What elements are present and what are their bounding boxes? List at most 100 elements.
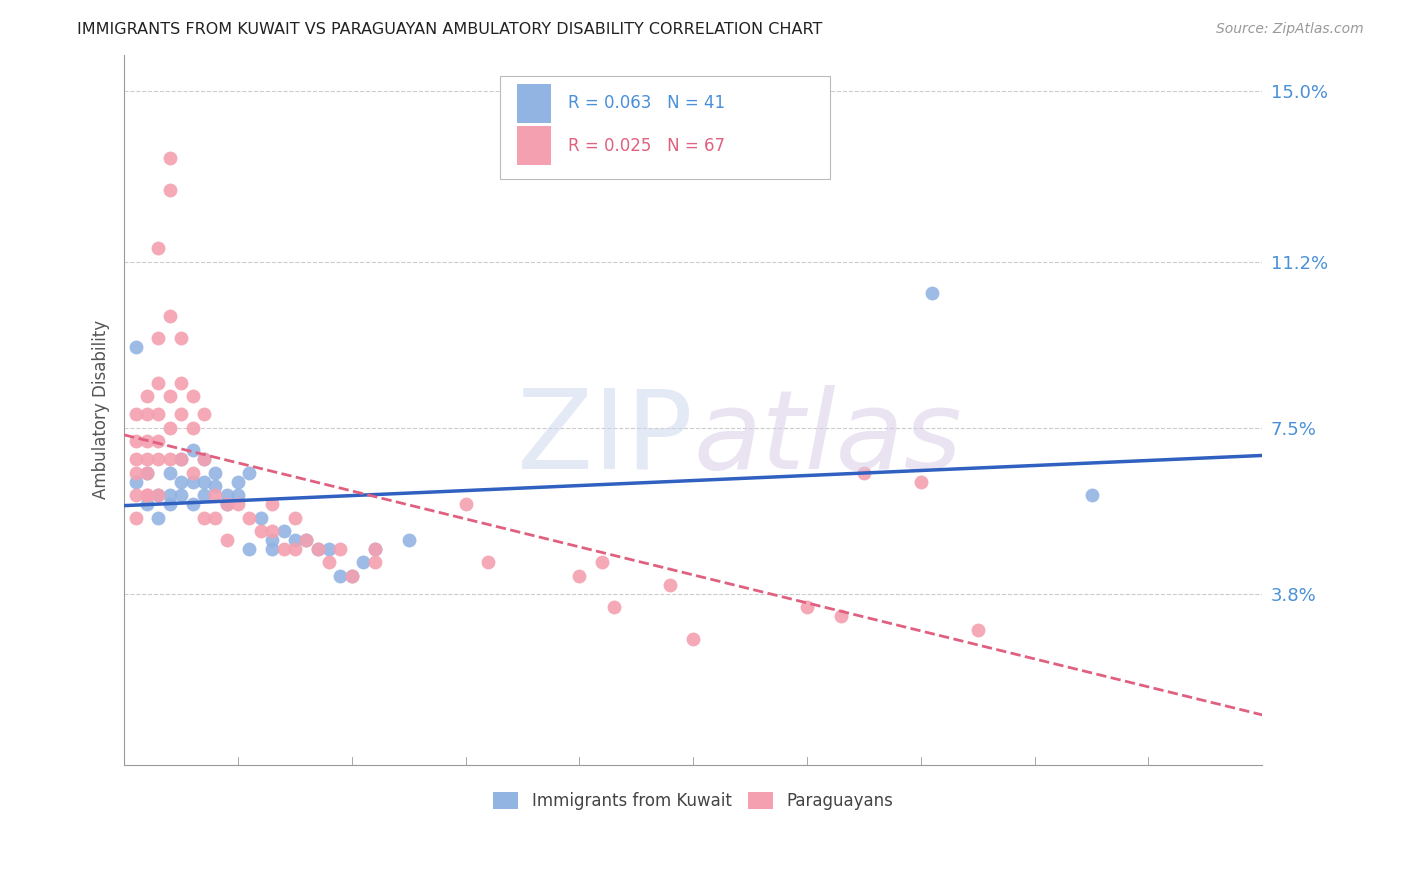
Point <box>159 183 181 197</box>
Point <box>170 475 193 489</box>
Point <box>136 389 159 403</box>
Point <box>796 600 818 615</box>
Point <box>921 286 943 301</box>
Point <box>363 541 385 556</box>
Point <box>910 475 932 489</box>
Point <box>226 475 249 489</box>
Point <box>215 533 238 547</box>
Point <box>262 533 284 547</box>
Point <box>273 524 295 538</box>
Point <box>181 466 204 480</box>
Point <box>136 497 159 511</box>
Point <box>226 488 249 502</box>
Point <box>181 475 204 489</box>
Point <box>124 466 146 480</box>
Point <box>568 569 591 583</box>
Legend: Immigrants from Kuwait, Paraguayans: Immigrants from Kuwait, Paraguayans <box>486 785 900 816</box>
Text: R = 0.025   N = 67: R = 0.025 N = 67 <box>568 136 725 154</box>
Point <box>181 497 204 511</box>
Y-axis label: Ambulatory Disability: Ambulatory Disability <box>93 320 110 500</box>
Point <box>363 541 385 556</box>
Point <box>148 376 170 390</box>
Point <box>477 556 499 570</box>
Point <box>262 541 284 556</box>
Point <box>340 569 363 583</box>
Point <box>181 421 204 435</box>
Point <box>148 407 170 421</box>
Point <box>273 541 295 556</box>
Point <box>148 488 170 502</box>
Point <box>136 488 159 502</box>
Point <box>124 452 146 467</box>
Point <box>148 510 170 524</box>
Point <box>249 524 271 538</box>
Point <box>329 569 352 583</box>
Point <box>318 556 340 570</box>
Point <box>159 452 181 467</box>
Point <box>159 466 181 480</box>
Point <box>363 556 385 570</box>
Point <box>830 609 852 624</box>
Point <box>148 488 170 502</box>
Point <box>193 475 215 489</box>
Point <box>136 452 159 467</box>
Point <box>295 533 318 547</box>
Point <box>193 407 215 421</box>
Point <box>307 541 329 556</box>
Point <box>159 152 181 166</box>
Point <box>124 340 146 354</box>
Point <box>124 510 146 524</box>
Point <box>170 452 193 467</box>
Point <box>852 466 875 480</box>
Point <box>159 488 181 502</box>
Point <box>148 452 170 467</box>
Point <box>226 497 249 511</box>
Point <box>170 376 193 390</box>
Point <box>284 510 307 524</box>
Point <box>398 533 420 547</box>
Point <box>352 556 374 570</box>
Point <box>136 466 159 480</box>
Point <box>170 331 193 345</box>
Point <box>682 632 704 646</box>
Point <box>284 541 307 556</box>
Point <box>238 466 260 480</box>
Point <box>204 479 226 493</box>
Point <box>148 434 170 449</box>
FancyBboxPatch shape <box>499 77 830 179</box>
Point <box>454 497 477 511</box>
Point <box>329 541 352 556</box>
Point <box>262 524 284 538</box>
Text: ZIP: ZIP <box>517 384 693 491</box>
Point <box>136 488 159 502</box>
Point <box>193 488 215 502</box>
Point <box>262 497 284 511</box>
Point <box>148 331 170 345</box>
Point <box>181 443 204 458</box>
Point <box>159 497 181 511</box>
Point <box>966 623 988 637</box>
Point <box>148 241 170 255</box>
Point <box>307 541 329 556</box>
Point <box>136 407 159 421</box>
Point <box>591 556 613 570</box>
Bar <box>517 84 551 122</box>
Point <box>193 510 215 524</box>
Point <box>124 475 146 489</box>
Text: IMMIGRANTS FROM KUWAIT VS PARAGUAYAN AMBULATORY DISABILITY CORRELATION CHART: IMMIGRANTS FROM KUWAIT VS PARAGUAYAN AMB… <box>77 22 823 37</box>
Point <box>170 407 193 421</box>
Point <box>124 407 146 421</box>
Point <box>193 452 215 467</box>
Point <box>193 452 215 467</box>
Point <box>159 309 181 323</box>
Point <box>136 466 159 480</box>
Point <box>124 488 146 502</box>
Text: atlas: atlas <box>693 384 962 491</box>
Point <box>659 578 682 592</box>
Point <box>295 533 318 547</box>
Point <box>1080 488 1102 502</box>
Point <box>159 421 181 435</box>
Point <box>238 510 260 524</box>
Point <box>136 434 159 449</box>
Point <box>249 510 271 524</box>
